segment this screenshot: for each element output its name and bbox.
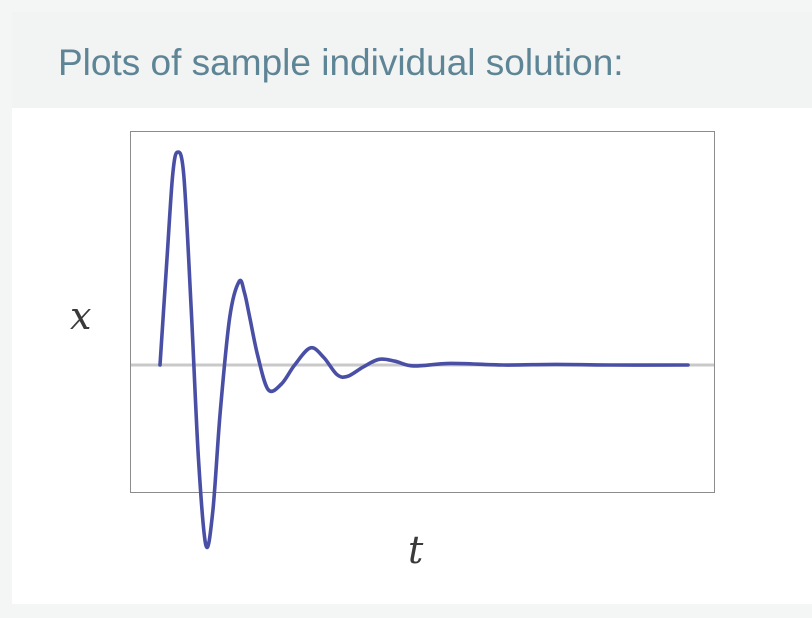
series-line-0 (158, 150, 690, 550)
x-axis-label: t (408, 528, 424, 572)
y-axis-label: x (70, 294, 92, 338)
plot-frame (130, 131, 715, 493)
section-header (12, 12, 812, 108)
section-title: Plots of sample individual solution: (58, 42, 624, 83)
